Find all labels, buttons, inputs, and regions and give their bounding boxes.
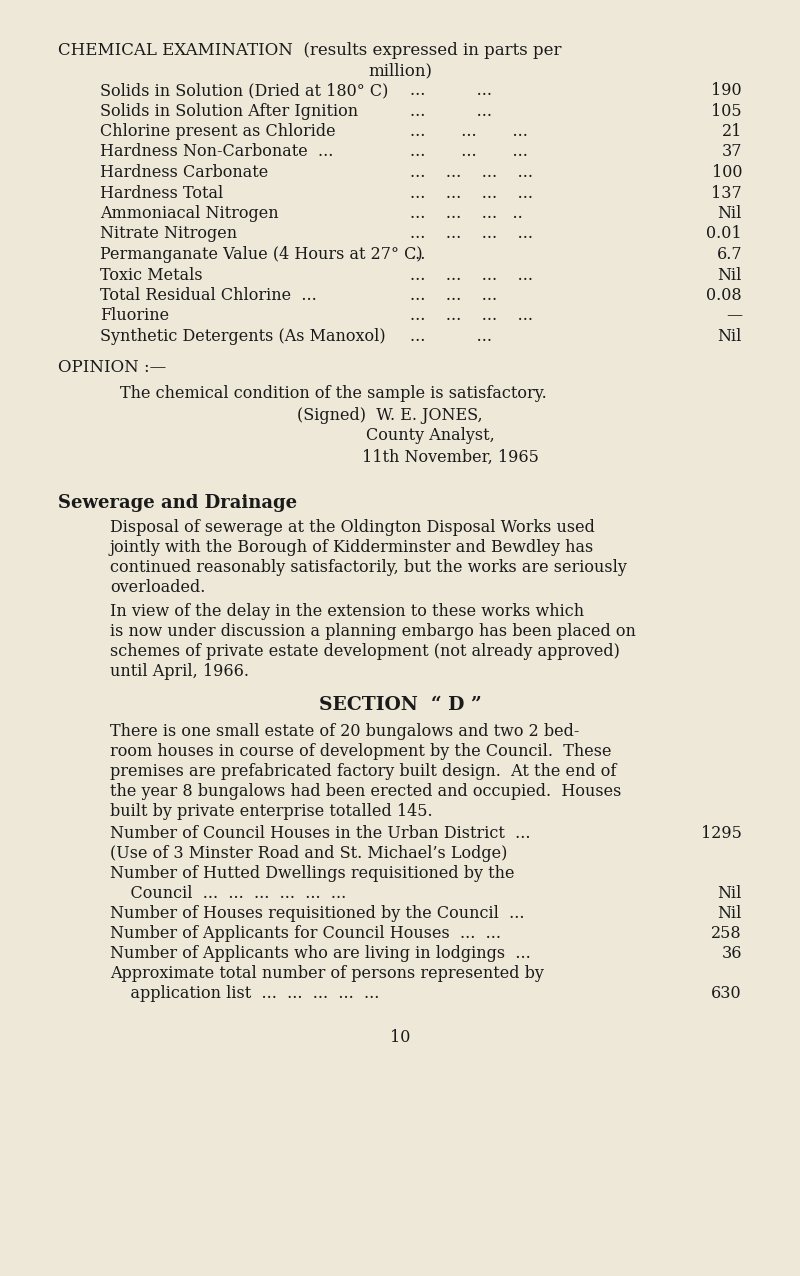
Text: 258: 258 bbox=[711, 925, 742, 942]
Text: ...          ...: ... ... bbox=[410, 102, 492, 120]
Text: Nil: Nil bbox=[718, 905, 742, 921]
Text: There is one small estate of 20 bungalows and two 2 bed-: There is one small estate of 20 bungalow… bbox=[110, 722, 579, 740]
Text: million): million) bbox=[368, 63, 432, 79]
Text: Sewerage and Drainage: Sewerage and Drainage bbox=[58, 495, 297, 513]
Text: —: — bbox=[726, 308, 742, 324]
Text: 105: 105 bbox=[711, 102, 742, 120]
Text: Solids in Solution After Ignition: Solids in Solution After Ignition bbox=[100, 102, 358, 120]
Text: 190: 190 bbox=[711, 82, 742, 100]
Text: The chemical condition of the sample is satisfactory.: The chemical condition of the sample is … bbox=[120, 384, 546, 402]
Text: CHEMICAL EXAMINATION  (results expressed in parts per: CHEMICAL EXAMINATION (results expressed … bbox=[58, 42, 562, 59]
Text: In view of the delay in the extension to these works which: In view of the delay in the extension to… bbox=[110, 602, 584, 620]
Text: ...    ...    ...    ...: ... ... ... ... bbox=[410, 267, 533, 283]
Text: Total Residual Chlorine  ...: Total Residual Chlorine ... bbox=[100, 287, 317, 304]
Text: ...    ...    ...    ...: ... ... ... ... bbox=[410, 226, 533, 242]
Text: schemes of private estate development (not already approved): schemes of private estate development (n… bbox=[110, 643, 620, 660]
Text: Number of Applicants for Council Houses  ...  ...: Number of Applicants for Council Houses … bbox=[110, 925, 501, 942]
Text: jointly with the Borough of Kidderminster and Bewdley has: jointly with the Borough of Kidderminste… bbox=[110, 538, 594, 555]
Text: 6.7: 6.7 bbox=[716, 246, 742, 263]
Text: Hardness Total: Hardness Total bbox=[100, 185, 223, 202]
Text: built by private enterprise totalled 145.: built by private enterprise totalled 145… bbox=[110, 803, 433, 819]
Text: Permanganate Value (4 Hours at 27° C): Permanganate Value (4 Hours at 27° C) bbox=[100, 246, 422, 263]
Text: continued reasonably satisfactorily, but the works are seriously: continued reasonably satisfactorily, but… bbox=[110, 559, 627, 575]
Text: 630: 630 bbox=[711, 985, 742, 1002]
Text: Ammoniacal Nitrogen: Ammoniacal Nitrogen bbox=[100, 205, 278, 222]
Text: Number of Houses requisitioned by the Council  ...: Number of Houses requisitioned by the Co… bbox=[110, 905, 525, 921]
Text: Number of Hutted Dwellings requisitioned by the: Number of Hutted Dwellings requisitioned… bbox=[110, 865, 514, 882]
Text: Nil: Nil bbox=[718, 267, 742, 283]
Text: Toxic Metals: Toxic Metals bbox=[100, 267, 202, 283]
Text: ...          ...: ... ... bbox=[410, 328, 492, 345]
Text: ...    ...    ...: ... ... ... bbox=[410, 287, 497, 304]
Text: Hardness Non-Carbonate  ...: Hardness Non-Carbonate ... bbox=[100, 143, 334, 161]
Text: 36: 36 bbox=[722, 944, 742, 962]
Text: 100: 100 bbox=[711, 165, 742, 181]
Text: Synthetic Detergents (As Manoxol): Synthetic Detergents (As Manoxol) bbox=[100, 328, 386, 345]
Text: Number of Council Houses in the Urban District  ...: Number of Council Houses in the Urban Di… bbox=[110, 824, 530, 841]
Text: overloaded.: overloaded. bbox=[110, 578, 206, 596]
Text: 21: 21 bbox=[722, 122, 742, 140]
Text: OPINION :—: OPINION :— bbox=[58, 359, 166, 375]
Text: ...    ...    ...    ...: ... ... ... ... bbox=[410, 165, 533, 181]
Text: Disposal of sewerage at the Oldington Disposal Works used: Disposal of sewerage at the Oldington Di… bbox=[110, 518, 595, 536]
Text: Council  ...  ...  ...  ...  ...  ...: Council ... ... ... ... ... ... bbox=[110, 884, 346, 902]
Text: Number of Applicants who are living in lodgings  ...: Number of Applicants who are living in l… bbox=[110, 944, 530, 962]
Text: application list  ...  ...  ...  ...  ...: application list ... ... ... ... ... bbox=[110, 985, 379, 1002]
Text: 1295: 1295 bbox=[701, 824, 742, 841]
Text: Chlorine present as Chloride: Chlorine present as Chloride bbox=[100, 122, 336, 140]
Text: ...: ... bbox=[410, 246, 426, 263]
Text: ...    ...    ...    ...: ... ... ... ... bbox=[410, 308, 533, 324]
Text: ...    ...    ...    ...: ... ... ... ... bbox=[410, 185, 533, 202]
Text: Approximate total number of persons represented by: Approximate total number of persons repr… bbox=[110, 965, 544, 981]
Text: 137: 137 bbox=[711, 185, 742, 202]
Text: ...       ...       ...: ... ... ... bbox=[410, 122, 528, 140]
Text: Hardness Carbonate: Hardness Carbonate bbox=[100, 165, 268, 181]
Text: 37: 37 bbox=[722, 143, 742, 161]
Text: ...          ...: ... ... bbox=[410, 82, 492, 100]
Text: Solids in Solution (Dried at 180° C): Solids in Solution (Dried at 180° C) bbox=[100, 82, 388, 100]
Text: (Use of 3 Minster Road and St. Michael’s Lodge): (Use of 3 Minster Road and St. Michael’s… bbox=[110, 845, 507, 861]
Text: Nil: Nil bbox=[718, 328, 742, 345]
Text: Nil: Nil bbox=[718, 884, 742, 902]
Text: premises are prefabricated factory built design.  At the end of: premises are prefabricated factory built… bbox=[110, 763, 616, 780]
Text: room houses in course of development by the Council.  These: room houses in course of development by … bbox=[110, 743, 611, 759]
Text: County Analyst,: County Analyst, bbox=[366, 427, 494, 444]
Text: 0.08: 0.08 bbox=[706, 287, 742, 304]
Text: (Signed)  W. E. JONES,: (Signed) W. E. JONES, bbox=[297, 407, 483, 424]
Text: is now under discussion a planning embargo has been placed on: is now under discussion a planning embar… bbox=[110, 623, 636, 639]
Text: 0.01: 0.01 bbox=[706, 226, 742, 242]
Text: the year 8 bungalows had been erected and occupied.  Houses: the year 8 bungalows had been erected an… bbox=[110, 782, 622, 800]
Text: Nil: Nil bbox=[718, 205, 742, 222]
Text: 11th November, 1965: 11th November, 1965 bbox=[362, 448, 538, 466]
Text: until April, 1966.: until April, 1966. bbox=[110, 662, 249, 680]
Text: ...       ...       ...: ... ... ... bbox=[410, 143, 528, 161]
Text: SECTION  “ D ”: SECTION “ D ” bbox=[318, 697, 482, 715]
Text: Fluorine: Fluorine bbox=[100, 308, 169, 324]
Text: ...    ...    ...   ..: ... ... ... .. bbox=[410, 205, 522, 222]
Text: 10: 10 bbox=[390, 1028, 410, 1045]
Text: Nitrate Nitrogen: Nitrate Nitrogen bbox=[100, 226, 237, 242]
